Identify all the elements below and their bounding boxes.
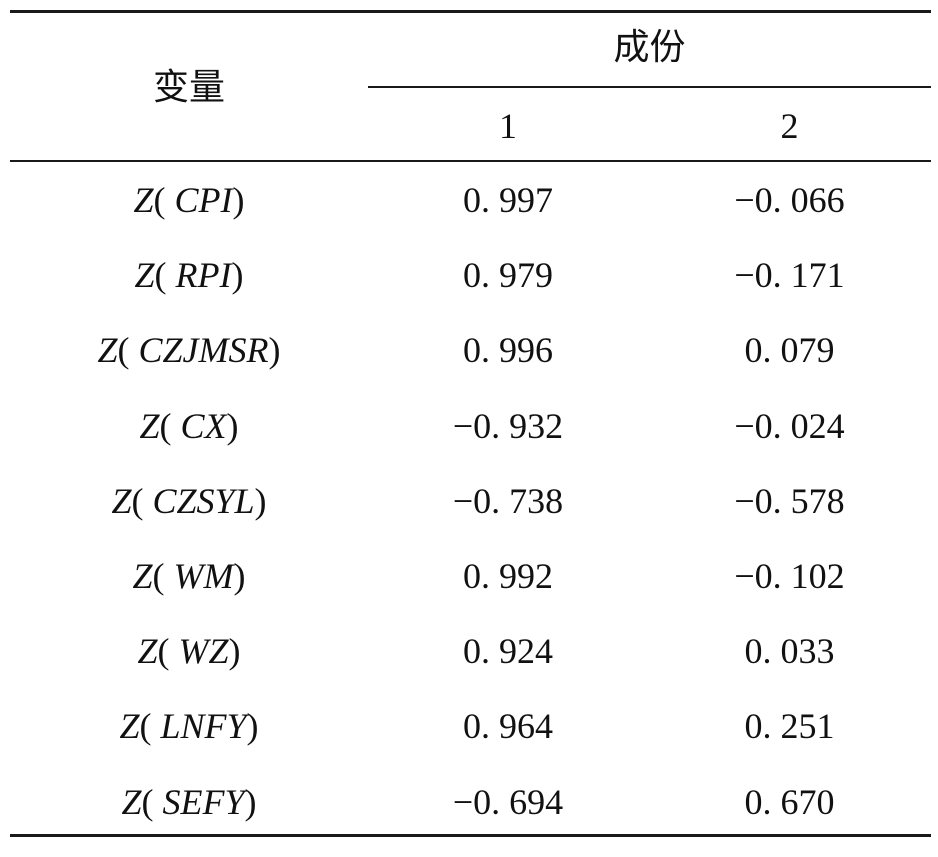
table-row: Z( CX) −0. 932 −0. 024 <box>0 406 938 481</box>
header-component-2: 2 <box>780 106 799 146</box>
close-paren: ) <box>232 180 245 220</box>
header-rule <box>10 160 931 162</box>
variable-cell: Z( CZSYL) <box>10 481 368 521</box>
variable-name: CZSYL <box>152 480 255 521</box>
open-paren: ( <box>154 255 176 296</box>
component-2-value: −0. 066 <box>734 180 845 220</box>
component-2-value: −0. 171 <box>734 255 845 296</box>
component-1-value: 0. 997 <box>463 180 553 220</box>
variable-name: WM <box>173 556 234 596</box>
variable-cell: Z( WM) <box>10 556 368 596</box>
variable-function: Z <box>97 330 118 371</box>
variable-name: SEFY <box>162 781 245 822</box>
close-paren: ) <box>231 255 244 296</box>
component-2-value: 0. 251 <box>744 706 835 747</box>
close-paren: ) <box>226 405 239 446</box>
variable-function: Z <box>134 255 155 296</box>
close-paren: ) <box>268 330 281 371</box>
variable-cell: Z( CZJMSR) <box>10 330 368 370</box>
variable-cell: Z( CPI) <box>10 180 368 220</box>
table-row: Z( CZJMSR) 0. 996 0. 079 <box>0 330 938 405</box>
open-paren: ( <box>157 631 179 672</box>
variable-function: Z <box>139 405 160 446</box>
component-1-value: 0. 996 <box>463 330 553 371</box>
close-paren: ) <box>246 706 259 747</box>
variable-function: Z <box>133 180 154 220</box>
variable-cell: Z( SEFY) <box>10 782 368 822</box>
open-paren: ( <box>117 330 139 371</box>
variable-name: CX <box>180 405 227 446</box>
table-row: Z( CZSYL) −0. 738 −0. 578 <box>0 481 938 556</box>
variable-function: Z <box>137 631 158 672</box>
group-rule <box>368 86 931 88</box>
component-2-value: 0. 033 <box>744 631 835 672</box>
component-1-value: 0. 992 <box>463 556 553 596</box>
variable-cell: Z( WZ) <box>10 631 368 671</box>
close-paren: ) <box>233 556 246 596</box>
table-row: Z( RPI) 0. 979 −0. 171 <box>0 255 938 330</box>
table-row: Z( WM) 0. 992 −0. 102 <box>0 556 938 631</box>
open-paren: ( <box>141 781 163 822</box>
variable-cell: Z( CX) <box>10 406 368 446</box>
variable-cell: Z( LNFY) <box>10 706 368 746</box>
open-paren: ( <box>139 706 161 747</box>
table-row: Z( SEFY) −0. 694 0. 670 <box>0 782 938 857</box>
component-1-value: −0. 932 <box>452 405 564 446</box>
open-paren: ( <box>153 180 175 220</box>
variable-function: Z <box>121 781 142 822</box>
variable-function: Z <box>111 480 132 521</box>
header-component-1: 1 <box>499 106 517 146</box>
close-paren: ) <box>254 480 267 521</box>
open-paren: ( <box>131 480 153 521</box>
component-1-value: −0. 694 <box>452 781 564 822</box>
variable-name: WZ <box>178 631 229 672</box>
close-paren: ) <box>244 781 257 822</box>
variable-name: RPI <box>175 255 232 296</box>
variable-function: Z <box>132 556 153 596</box>
variable-name: CZJMSR <box>138 330 269 371</box>
header-variable: 变量 <box>152 67 225 107</box>
component-2-value: 0. 079 <box>744 330 835 371</box>
component-2-value: −0. 024 <box>734 405 845 446</box>
open-paren: ( <box>159 405 181 446</box>
component-1-value: 0. 979 <box>463 255 553 296</box>
table-row: Z( WZ) 0. 924 0. 033 <box>0 631 938 706</box>
variable-cell: Z( RPI) <box>10 255 368 295</box>
component-1-value: 0. 964 <box>463 706 553 747</box>
component-2-value: −0. 578 <box>734 480 845 521</box>
variable-function: Z <box>119 706 140 747</box>
header-component-group: 成份 <box>613 27 686 67</box>
open-paren: ( <box>152 556 174 596</box>
component-1-value: −0. 738 <box>452 480 564 521</box>
component-2-value: −0. 102 <box>734 556 845 596</box>
bottom-rule <box>10 834 931 837</box>
table-row: Z( LNFY) 0. 964 0. 251 <box>0 706 938 781</box>
close-paren: ) <box>228 631 241 672</box>
variable-name: LNFY <box>160 706 247 747</box>
top-rule <box>10 10 931 13</box>
component-1-value: 0. 924 <box>463 631 553 672</box>
table-row: Z( CPI) 0. 997 −0. 066 <box>0 180 938 255</box>
variable-name: CPI <box>174 180 233 220</box>
component-2-value: 0. 670 <box>744 781 835 822</box>
